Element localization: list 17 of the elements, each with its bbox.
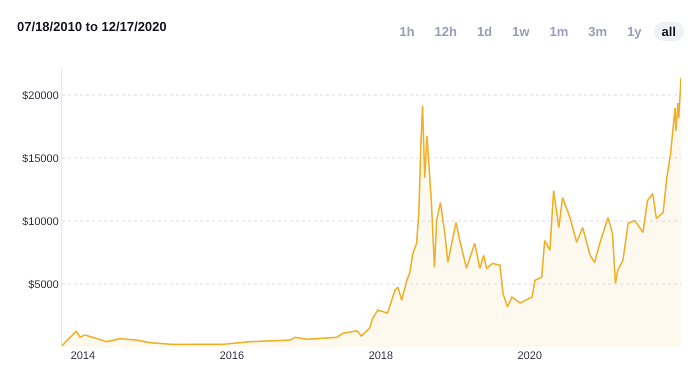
text: 3m [587,23,608,41]
y-tick-label: $10000 [22,216,59,228]
text: 1h [398,23,416,41]
x-tick-label: 2020 [518,350,542,362]
text: 12h [434,23,458,41]
chart-title: 07/18/2010 to 12/17/2020 [17,19,167,34]
x-tick-label: 2014 [70,350,96,362]
text: 1d [476,23,494,41]
text: 1m [548,23,570,41]
text: 1y [626,23,643,41]
y-tick-label: $5000 [28,278,59,291]
x-tick-label: 2016 [220,350,244,362]
y-tick-label: $20000 [22,90,59,102]
x-tick-label: 2018 [368,350,394,362]
text: all [654,22,684,41]
y-tick-label: $15000 [22,152,59,165]
text: 1w [511,23,530,41]
